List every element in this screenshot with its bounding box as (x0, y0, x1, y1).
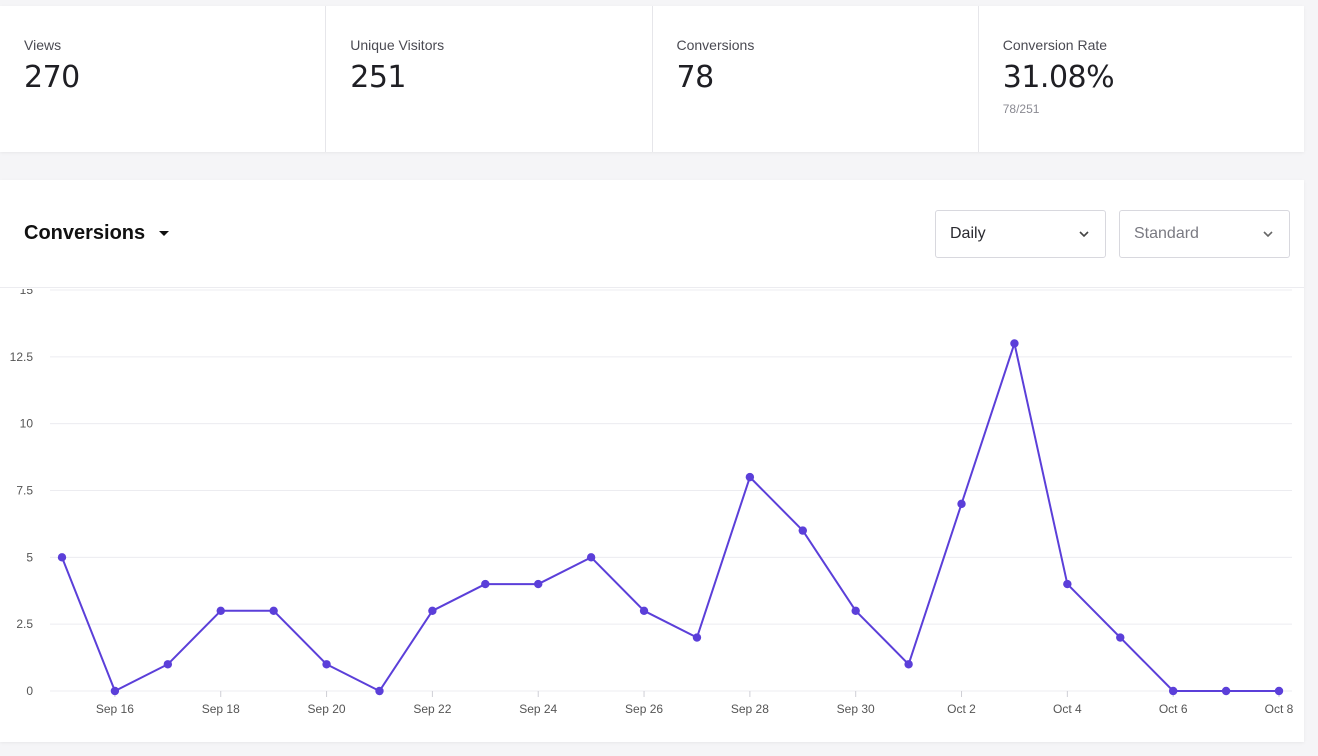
data-point (481, 579, 490, 589)
x-tick-label: Sep 26 (625, 702, 663, 716)
data-point (269, 606, 278, 615)
data-point (1221, 686, 1231, 696)
data-point (110, 686, 120, 696)
x-tick-label: Sep 20 (308, 702, 346, 716)
data-point (216, 606, 225, 615)
x-tick-label: Sep 24 (519, 702, 557, 716)
conversions-line-chart: 0 2.5 5 7.5 10 12.5 15 Sep 16 Sep 18 Sep 20 Sep 22… (10, 289, 1294, 716)
series-line (61, 342, 1279, 692)
y-tick-label: 5 (26, 550, 33, 564)
stat-subtext: 78/251 (1002, 102, 1040, 116)
stat-views: Views 270 (0, 6, 327, 152)
stat-label: Conversions (676, 37, 755, 53)
y-tick-label: 10 (20, 417, 34, 431)
chevron-down-icon (1079, 231, 1089, 238)
mode-select-value: Standard (1134, 225, 1199, 242)
stat-label: Conversion Rate (1002, 37, 1108, 53)
data-point (1116, 633, 1125, 642)
stat-value: 251 (350, 60, 407, 95)
data-point (904, 660, 913, 669)
data-point (851, 606, 860, 615)
y-tick-label: 7.5 (16, 484, 33, 498)
stats-row: Views 270 Unique Visitors 251 Conversion… (0, 6, 1304, 152)
y-tick-label: 0 (26, 684, 33, 698)
y-tick-label: 15 (20, 289, 34, 297)
data-point (322, 660, 331, 669)
x-tick-label: Oct 6 (1159, 702, 1188, 716)
y-tick-label: 12.5 (10, 350, 34, 364)
x-tick-label: Sep 28 (731, 702, 769, 716)
stat-label: Unique Visitors (350, 37, 445, 53)
data-point (57, 553, 67, 562)
data-point (586, 553, 596, 562)
data-point (428, 606, 437, 615)
data-point (1274, 686, 1284, 696)
data-point (639, 606, 649, 615)
stat-conversion-rate: Conversion Rate 31.08% 78/251 (979, 6, 1304, 152)
stat-value: 270 (24, 60, 80, 95)
data-point (745, 472, 755, 482)
stat-value: 31.08% (1002, 60, 1115, 95)
x-tick-label: Sep 30 (837, 702, 875, 716)
data-point (375, 686, 384, 696)
x-tick-label: Oct 2 (947, 702, 976, 716)
data-point (957, 499, 966, 509)
data-point (163, 660, 173, 669)
stat-label: Views (24, 37, 62, 53)
interval-select-value: Daily (950, 225, 986, 242)
stat-unique-visitors: Unique Visitors 251 (326, 6, 653, 152)
data-point (534, 579, 543, 589)
caret-down-icon (159, 231, 170, 236)
x-tick-label: Sep 18 (202, 702, 240, 716)
stat-conversions: Conversions 78 (653, 6, 979, 152)
chart-header: Conversions Daily Standard (0, 180, 1304, 288)
x-tick-label: Oct 8 (1265, 702, 1294, 716)
data-point (798, 526, 807, 535)
chart-card: Conversions Daily Standard 0 2.5 5 7.5 10 12.… (0, 180, 1304, 742)
chevron-down-icon (1263, 231, 1273, 238)
interval-select[interactable]: Daily (935, 210, 1106, 258)
x-tick-label: Sep 16 (96, 702, 134, 716)
x-tick-label: Oct 4 (1053, 702, 1082, 716)
x-tick-label: Sep 22 (413, 702, 451, 716)
data-point (692, 633, 702, 642)
stat-value: 78 (676, 60, 715, 95)
mode-select[interactable]: Standard (1119, 210, 1290, 258)
data-point (1063, 579, 1072, 589)
y-tick-label: 2.5 (16, 617, 33, 631)
metric-dropdown[interactable]: Conversions (24, 222, 170, 245)
data-point (1168, 686, 1178, 696)
data-point (1010, 339, 1019, 348)
chart-title: Conversions (24, 222, 146, 244)
